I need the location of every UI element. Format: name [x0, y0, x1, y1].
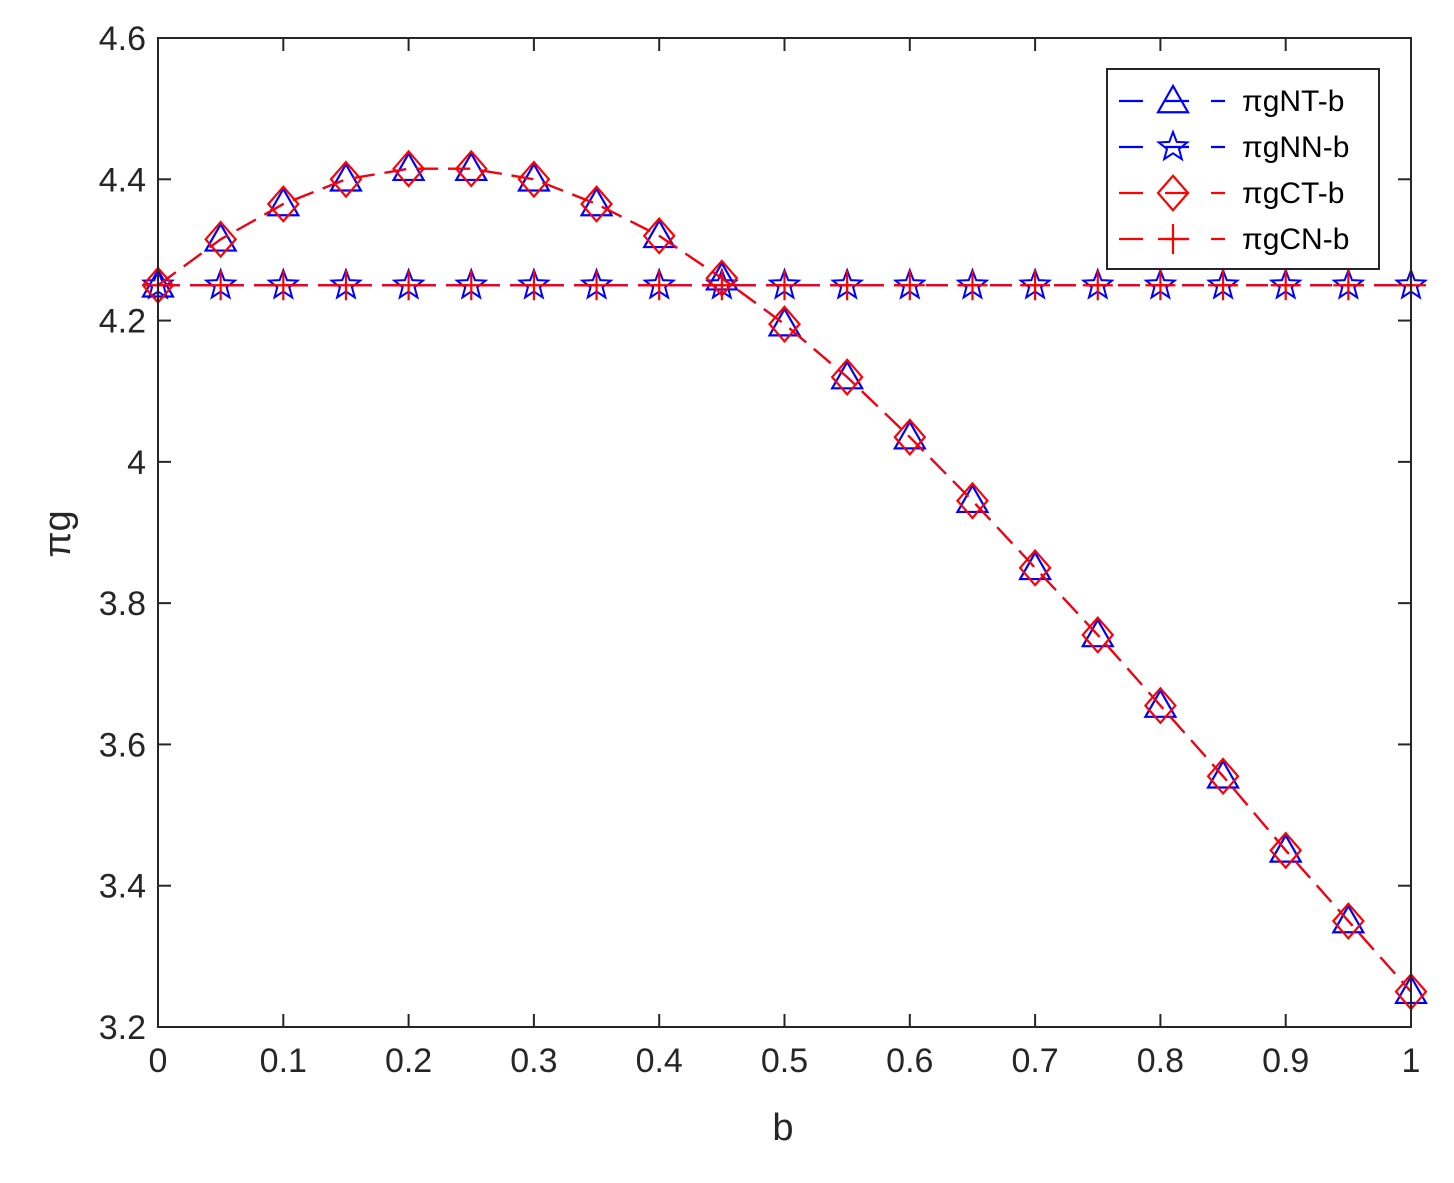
- legend-marker-3: [1158, 224, 1188, 254]
- y-tick-label-5: 4.2: [99, 303, 146, 341]
- legend-marker-1: [1156, 129, 1190, 162]
- x-tick-label-7: 0.7: [1011, 1042, 1058, 1080]
- data-point-2-17: [1206, 757, 1240, 796]
- data-point-3-1: [205, 270, 236, 301]
- data-point-0-11: [830, 359, 865, 390]
- x-tick-label-6: 0.6: [886, 1042, 933, 1080]
- y-tick-label-4: 4: [127, 444, 146, 482]
- x-tick-label-0: 0: [149, 1042, 168, 1080]
- series-line-2: [157, 167, 1412, 993]
- legend-label-3: πgCN-b: [1242, 223, 1349, 256]
- legend-item-1: πgNN-b: [1119, 129, 1349, 164]
- data-point-3-15: [1082, 270, 1113, 301]
- legend-box: [1106, 68, 1380, 270]
- y-tick-label-6: 4.4: [99, 161, 146, 199]
- data-point-2-5: [454, 149, 488, 188]
- data-point-0-8: [642, 218, 677, 249]
- data-point-2-19: [1331, 902, 1365, 940]
- data-point-2-10: [768, 305, 801, 344]
- data-point-3-13: [957, 270, 988, 301]
- data-point-3-6: [518, 270, 549, 301]
- data-point-0-19: [1331, 903, 1366, 934]
- legend-item-0: πgNT-b: [1119, 83, 1344, 118]
- legend-item-3: πgCN-b: [1119, 223, 1349, 256]
- data-point-0-13: [955, 483, 990, 514]
- data-point-0-16: [1143, 688, 1178, 718]
- legend-marker-2: [1156, 174, 1190, 212]
- data-point-0-4: [391, 151, 426, 182]
- axes-layer: [157, 37, 1412, 1028]
- x-tick-label-4: 0.4: [636, 1042, 683, 1080]
- data-point-0-1: [203, 222, 238, 252]
- data-point-3-7: [581, 270, 612, 301]
- data-point-2-12: [893, 418, 927, 457]
- data-point-0-14: [1018, 550, 1052, 581]
- x-axis-title: b: [772, 1107, 793, 1149]
- y-tick-label-0: 3.2: [99, 1009, 146, 1047]
- data-point-0-18: [1268, 833, 1303, 863]
- x-tick-label-2: 0.2: [385, 1042, 432, 1080]
- data-point-3-17: [1208, 270, 1239, 301]
- y-tick-label-3: 3.8: [99, 585, 146, 623]
- legend-label-1: πgNN-b: [1242, 131, 1349, 164]
- x-tick-label-9: 0.9: [1262, 1042, 1309, 1080]
- y-tick-label-7: 4.6: [99, 20, 146, 58]
- x-tick-label-3: 0.3: [510, 1042, 557, 1080]
- x-tick-label-10: 1: [1402, 1042, 1421, 1080]
- legend-item-2: πgCT-b: [1119, 174, 1344, 212]
- data-point-3-3: [330, 270, 361, 301]
- data-point-2-13: [955, 481, 989, 520]
- data-point-3-12: [894, 270, 925, 301]
- legend: πgNT-b πgNN-b πgCT-b πgCN-b: [1106, 68, 1380, 270]
- data-point-0-17: [1206, 759, 1240, 789]
- series-layer: [141, 149, 1428, 1011]
- legend-label-0: πgNT-b: [1242, 85, 1344, 118]
- data-point-3-8: [644, 270, 675, 301]
- x-tick-label-5: 0.5: [761, 1042, 808, 1080]
- y-axis-title: πg: [37, 510, 79, 557]
- data-point-3-16: [1145, 270, 1176, 301]
- data-point-0-2: [266, 186, 301, 217]
- data-point-3-4: [393, 270, 424, 301]
- legend-label-2: πgCT-b: [1242, 177, 1344, 210]
- tick-labels: 0 0.1 0.2 0.3 0.4 0.5 0.6 0.7 0.8 0.9 1 3.2 3.4 3.6 3.…: [99, 20, 1421, 1080]
- data-point-2-14: [1018, 548, 1052, 587]
- data-point-2-8: [642, 216, 676, 255]
- data-point-2-18: [1269, 831, 1303, 870]
- data-point-3-10: [769, 270, 800, 301]
- y-tick-label-2: 3.6: [99, 726, 146, 764]
- data-point-2-1: [204, 220, 238, 259]
- series-2: [141, 149, 1428, 1011]
- data-point-2-11: [830, 358, 864, 397]
- data-point-3-11: [832, 270, 863, 301]
- data-point-3-19: [1333, 270, 1364, 301]
- x-tick-label-1: 0.1: [260, 1042, 307, 1080]
- data-point-2-7: [580, 185, 614, 223]
- data-point-3-14: [1020, 270, 1051, 301]
- data-point-3-2: [268, 270, 299, 301]
- x-tick-label-8: 0.8: [1137, 1042, 1184, 1080]
- data-point-2-16: [1143, 686, 1177, 725]
- data-point-2-15: [1081, 616, 1115, 654]
- y-tick-label-1: 3.4: [99, 868, 146, 906]
- data-point-2-6: [517, 160, 551, 199]
- data-point-0-15: [1080, 617, 1115, 648]
- data-point-3-5: [456, 270, 487, 301]
- data-point-3-9: [706, 270, 737, 301]
- data-point-0-5: [454, 151, 489, 182]
- data-point-0-12: [892, 419, 927, 450]
- data-point-2-4: [392, 149, 426, 188]
- data-point-3-18: [1270, 270, 1301, 301]
- series-3: [143, 270, 1426, 301]
- data-point-2-2: [266, 185, 300, 223]
- legend-marker-0: [1156, 83, 1190, 114]
- data-point-0-10: [767, 306, 802, 337]
- data-point-2-3: [329, 160, 363, 199]
